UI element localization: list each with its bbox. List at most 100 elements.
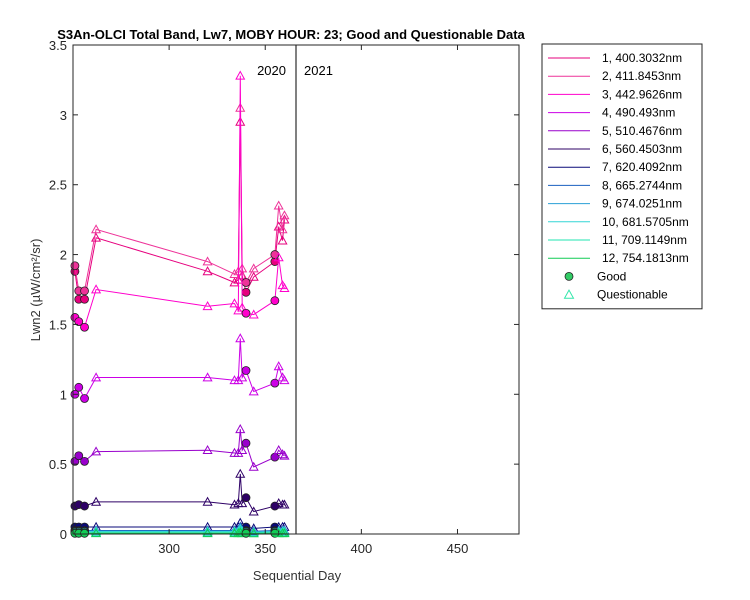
good-point [241,287,251,297]
questionable-point [237,302,248,312]
chart-title: S3An-OLCI Total Band, Lw7, MOBY HOUR: 23… [57,27,525,42]
legend-good-marker [564,271,574,281]
legend-label: Questionable [597,288,668,302]
questionable-point [273,444,284,455]
questionable-point [248,386,259,396]
year-label-right: 2021 [304,63,333,78]
questionable-point [202,266,213,276]
legend-entry: 8, 665.2744nm [548,178,682,192]
questionable-point [202,301,213,311]
questionable-point [248,309,259,319]
good-point [80,394,89,403]
good-point [270,378,280,388]
legend-entry: 11, 709.1149nm [548,233,687,247]
legend: 1, 400.3032nm 2, 411.8453nm 3, 442.9626nm 4… [541,43,703,310]
questionable-point [248,528,259,538]
questionable-point [229,298,240,308]
good-point [70,261,80,271]
questionable-point [233,447,244,457]
legend-entry: 6, 560.4503nm [548,142,682,156]
y-tick-label: 3.5 [49,38,67,53]
y-tick-label: 2.5 [49,178,67,193]
questionable-point [91,232,102,242]
questionable-point [279,210,290,220]
questionable-point [237,498,248,508]
questionable-point [277,224,288,234]
series-3 [70,70,290,332]
legend-label: 1, 400.3032nm [602,51,682,65]
legend-entry: 3, 442.9626nm [548,87,682,101]
x-tick-label: 400 [351,541,373,556]
questionable-point [229,277,240,287]
legend-entry: 4, 490.493nm [548,106,675,120]
questionable-point [233,375,244,385]
questionable-point [229,268,240,278]
plot-area [70,45,519,538]
good-point [80,322,89,332]
good-point [80,286,89,296]
y-tick-label: 2 [60,248,67,263]
questionable-point [279,499,290,509]
questionable-point [273,252,284,262]
questionable-point [235,423,246,434]
good-point [270,528,280,538]
series-4 [70,333,290,403]
y-tick-label: 3 [60,108,67,123]
good-point [74,317,84,327]
questionable-point [279,282,290,292]
x-axis-label: Sequential Day [253,568,342,583]
y-axis-label: Lwn2 (µW/cm²/sr) [28,239,43,342]
y-tick-label: 1 [60,387,67,402]
good-point [74,382,84,392]
legend-label: 7, 620.4092nm [602,160,682,174]
questionable-point [279,375,290,385]
legend-label: 10, 681.5705nm [602,215,689,229]
axes: 2020 2021 300 350 400 450 0 0.5 1 1.5 2 2.5 3 3.5 [49,38,520,556]
legend-label: 2, 411.8453nm [602,69,681,83]
y-tick-label: 1.5 [49,317,67,332]
legend-label: 6, 560.4503nm [602,142,682,156]
questionable-point [248,271,259,281]
legend-label: Good [597,269,626,283]
questionable-point [202,526,213,536]
series-12 [70,527,290,538]
good-point [80,528,89,538]
questionable-point [91,284,102,294]
questionable-point [237,444,248,455]
questionable-point [233,305,244,315]
good-point [241,493,251,503]
good-point [241,528,251,538]
questionable-point [202,528,213,538]
questionable-point [277,449,288,459]
legend-entry: 2, 411.8453nm [548,69,681,83]
good-point [270,452,280,462]
questionable-point [279,526,290,536]
good-point [80,501,89,511]
questionable-point [279,450,290,460]
questionable-point [273,200,284,210]
questionable-point [248,461,259,471]
good-point [241,278,251,287]
legend-label: 4, 490.493nm [602,106,675,120]
legend-entry: 5, 510.4676nm [548,124,682,138]
questionable-point [91,224,102,234]
legend-entry: 10, 681.5705nm [548,215,689,229]
questionable-point [248,263,259,273]
legend-entry: 1, 400.3032nm [548,51,682,65]
legend-label: 5, 510.4676nm [602,124,682,138]
series-6 [70,468,290,516]
y-tick-label: 0 [60,527,67,542]
year-label-left: 2020 [257,63,286,78]
legend-questionable-marker [563,289,575,299]
series-line [74,429,285,468]
questionable-point [237,372,248,382]
good-point [74,451,84,461]
questionable-point [235,70,246,80]
good-point [270,296,280,306]
questionable-point [235,333,246,343]
questionable-point [248,506,259,516]
questionable-point [91,496,102,506]
legend-entry: 7, 620.4092nm [548,160,682,174]
legend-box [541,43,703,310]
